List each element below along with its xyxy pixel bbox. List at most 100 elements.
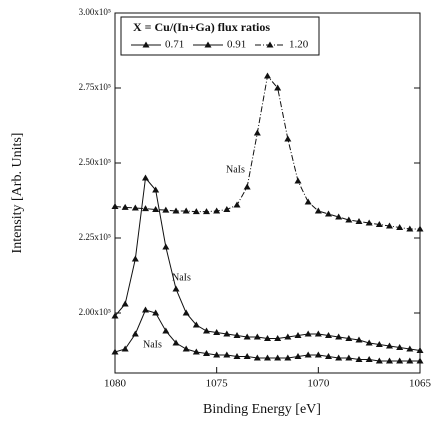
- marker: [131, 255, 139, 262]
- marker: [203, 327, 210, 334]
- legend-marker: [204, 41, 212, 48]
- legend-label: 0.91: [227, 39, 246, 51]
- marker: [304, 351, 312, 358]
- marker: [264, 335, 271, 341]
- marker: [386, 222, 393, 229]
- x-axis-label: Binding Energy [eV]: [203, 402, 321, 417]
- annotation: NaIs: [226, 164, 245, 175]
- marker: [213, 207, 221, 214]
- annotation: NaIs: [172, 272, 191, 283]
- marker: [233, 353, 241, 359]
- marker: [223, 206, 231, 212]
- marker: [284, 333, 292, 340]
- marker: [131, 204, 139, 211]
- marker: [213, 351, 221, 358]
- legend-title: X = Cu/(In+Ga) flux ratios: [133, 20, 270, 34]
- marker: [121, 345, 129, 352]
- marker: [172, 339, 180, 346]
- marker: [264, 354, 271, 361]
- marker: [345, 335, 353, 341]
- marker: [243, 353, 251, 359]
- marker: [274, 84, 282, 91]
- marker: [253, 129, 261, 136]
- marker: [172, 207, 180, 214]
- marker: [253, 333, 261, 340]
- marker: [182, 309, 190, 316]
- marker: [396, 344, 404, 350]
- marker: [386, 357, 393, 364]
- marker: [375, 357, 383, 364]
- marker: [182, 207, 190, 214]
- marker: [142, 306, 149, 313]
- legend-label: 0.71: [165, 39, 184, 51]
- y-tick-label: 3.00x10⁵: [79, 7, 111, 17]
- x-tick-label: 1065: [409, 378, 432, 390]
- marker: [294, 332, 302, 338]
- marker: [365, 219, 373, 226]
- marker: [396, 357, 404, 364]
- series-line: [114, 74, 420, 230]
- marker: [152, 206, 160, 212]
- marker: [192, 208, 200, 215]
- marker: [396, 224, 404, 230]
- marker: [162, 243, 170, 250]
- marker: [335, 354, 343, 361]
- marker: [233, 201, 241, 208]
- x-tick-label: 1080: [104, 378, 127, 390]
- marker: [131, 330, 139, 337]
- legend-box: [120, 16, 320, 56]
- y-tick-label: 2.75x10⁵: [79, 82, 111, 92]
- marker: [416, 347, 424, 353]
- marker: [345, 354, 353, 361]
- marker: [152, 186, 160, 193]
- marker: [121, 203, 129, 210]
- marker: [335, 213, 343, 220]
- marker: [223, 330, 231, 337]
- marker: [162, 327, 170, 334]
- marker: [325, 353, 332, 359]
- marker: [355, 336, 363, 343]
- marker: [274, 354, 282, 361]
- marker: [111, 348, 119, 355]
- marker: [365, 339, 373, 346]
- marker: [314, 351, 322, 358]
- annotation: NaIs: [143, 339, 162, 350]
- marker: [111, 203, 119, 209]
- y-tick-label: 2.00x10⁵: [79, 307, 111, 317]
- plot-frame: [114, 12, 421, 374]
- marker: [152, 309, 160, 316]
- marker: [416, 225, 424, 232]
- marker: [386, 342, 393, 349]
- marker: [121, 300, 129, 307]
- marker: [203, 208, 210, 215]
- marker: [375, 341, 383, 347]
- y-tick-label: 2.50x10⁵: [79, 157, 111, 167]
- x-tick-label: 1075: [206, 378, 229, 390]
- legend-marker: [142, 41, 150, 48]
- marker: [203, 350, 210, 356]
- marker: [345, 216, 353, 223]
- series-line: [114, 176, 421, 351]
- y-axis-label: Intensity [Arb. Units]: [10, 133, 25, 254]
- legend-marker: [266, 41, 274, 48]
- marker: [243, 333, 251, 340]
- marker: [304, 330, 312, 337]
- legend-label: 1.20: [289, 39, 309, 51]
- marker: [365, 356, 373, 362]
- marker: [335, 333, 343, 340]
- marker: [182, 345, 190, 352]
- marker: [314, 330, 322, 337]
- marker: [142, 205, 149, 212]
- marker: [304, 198, 312, 205]
- marker: [142, 174, 149, 181]
- marker: [406, 357, 414, 364]
- marker: [284, 354, 292, 361]
- marker: [355, 356, 363, 362]
- marker: [111, 312, 119, 319]
- marker: [294, 177, 302, 184]
- marker: [172, 285, 180, 292]
- marker: [325, 332, 332, 338]
- marker: [375, 221, 383, 227]
- marker: [314, 207, 322, 214]
